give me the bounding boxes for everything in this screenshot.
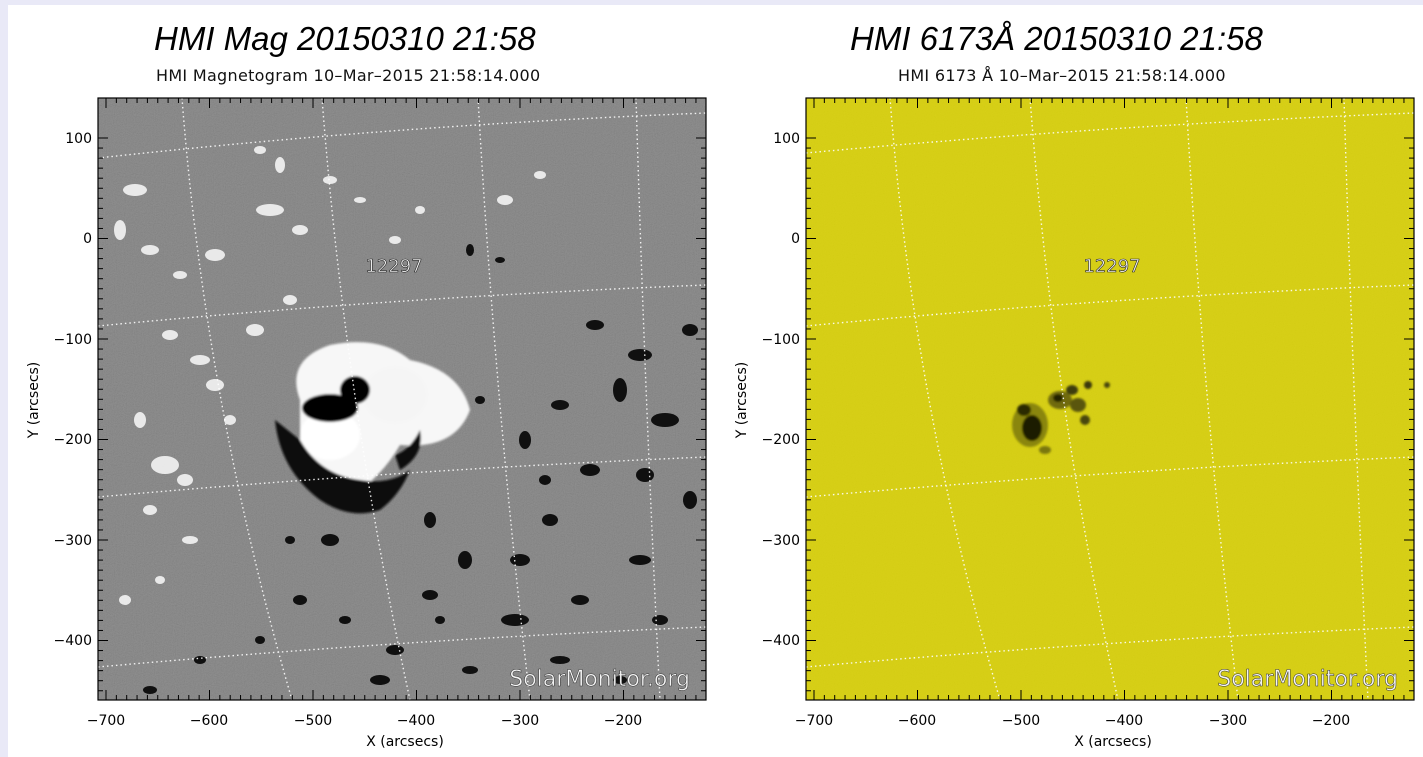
mag-y-tick: −200: [54, 432, 92, 448]
cont-y-tick-labels: 100 0 −100 −200 −300 −400: [762, 131, 800, 649]
cont-minor-ticks: [806, 98, 1414, 700]
cont-watermark: SolarMonitor.org: [1217, 667, 1398, 692]
cont-y-tick: 100: [773, 131, 800, 147]
mag-x-tick: −700: [87, 713, 125, 729]
mag-y-tick: 100: [65, 131, 92, 147]
continuum-panel: 12297 SolarMonitor.org −700 −600 −500 −4…: [734, 97, 1415, 750]
mag-y-tick-labels: 100 0 −100 −200 −300 −400: [54, 131, 92, 649]
cont-x-tick-labels: −700 −600 −500 −400 −300 −200: [795, 713, 1350, 729]
cont-x-tick: −300: [1209, 713, 1247, 729]
cont-x-tick: −400: [1105, 713, 1143, 729]
cont-x-axis-label: X (arcsecs): [1074, 734, 1152, 750]
magnetogram-features: [98, 98, 706, 700]
cont-region-label: 12297: [1083, 256, 1140, 277]
cont-y-tick: −400: [762, 633, 800, 649]
mag-y-tick: −300: [54, 533, 92, 549]
mag-y-axis-label: Y (arcsecs): [26, 362, 42, 440]
cont-x-tick: −200: [1312, 713, 1350, 729]
mag-x-tick: −200: [604, 713, 642, 729]
mag-x-tick: −300: [501, 713, 539, 729]
cont-subtitle: HMI 6173 Å 10–Mar–2015 21:58:14.000: [898, 66, 1226, 85]
cont-y-tick: −200: [762, 432, 800, 448]
mag-y-tick: 0: [83, 231, 92, 247]
continuum-noise: [806, 98, 1414, 700]
cont-y-tick: −100: [762, 332, 800, 348]
mag-watermark: SolarMonitor.org: [509, 667, 690, 692]
mag-x-tick: −400: [397, 713, 435, 729]
mag-x-axis-label: X (arcsecs): [366, 734, 444, 750]
mag-x-tick: −600: [190, 713, 228, 729]
mag-region-label: 12297: [365, 256, 422, 277]
mag-minor-ticks: [98, 98, 706, 700]
cont-x-tick: −500: [1002, 713, 1040, 729]
cont-y-axis-label: Y (arcsecs): [734, 362, 750, 440]
cont-title: HMI 6173Å 20150310 21:58: [850, 20, 1263, 57]
cont-x-tick: −600: [898, 713, 936, 729]
mag-y-tick: −100: [54, 332, 92, 348]
mag-y-tick: −400: [54, 633, 92, 649]
mag-subtitle: HMI Magnetogram 10–Mar–2015 21:58:14.000: [156, 66, 541, 85]
mag-x-tick: −500: [294, 713, 332, 729]
cont-y-tick: 0: [791, 231, 800, 247]
cont-y-tick: −300: [762, 533, 800, 549]
magnetogram-panel: 12297 SolarMonitor.org −700 −600 −500 −4…: [26, 97, 707, 750]
mag-x-tick-labels: −700 −600 −500 −400 −300 −200: [87, 713, 642, 729]
continuum-features: [806, 98, 1414, 700]
mag-title: HMI Mag 20150310 21:58: [154, 20, 536, 57]
cont-x-tick: −700: [795, 713, 833, 729]
